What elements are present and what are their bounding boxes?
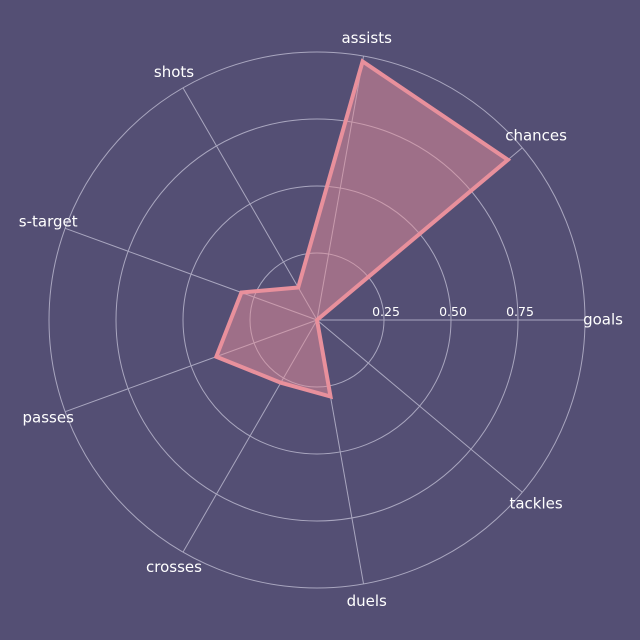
axis-label-passes: passes [23, 408, 75, 426]
series-layer [213, 58, 512, 400]
axis-label-chances: chances [505, 127, 567, 145]
radial-tick-labels: 0.25 0.50 0.75 [372, 304, 534, 319]
tick-label-0: 0.25 [372, 304, 400, 319]
spoke-shots [182, 87, 318, 321]
axis-label-duels: duels [347, 592, 387, 610]
axis-label-tackles: tackles [509, 494, 562, 512]
tick-label-2: 0.75 [506, 304, 534, 319]
axis-label-crosses: crosses [146, 558, 202, 576]
axis-label-assists: assists [341, 29, 392, 47]
axis-labels: goals chances assists shots s-target passes cr… [19, 29, 623, 610]
series-area-0 [213, 58, 512, 400]
spoke-tackles [316, 319, 523, 493]
axis-label-goals: goals [583, 311, 623, 329]
tick-label-1: 0.50 [439, 304, 467, 319]
axis-label-shots: shots [154, 63, 194, 81]
axis-label-s-target: s-target [19, 213, 78, 231]
